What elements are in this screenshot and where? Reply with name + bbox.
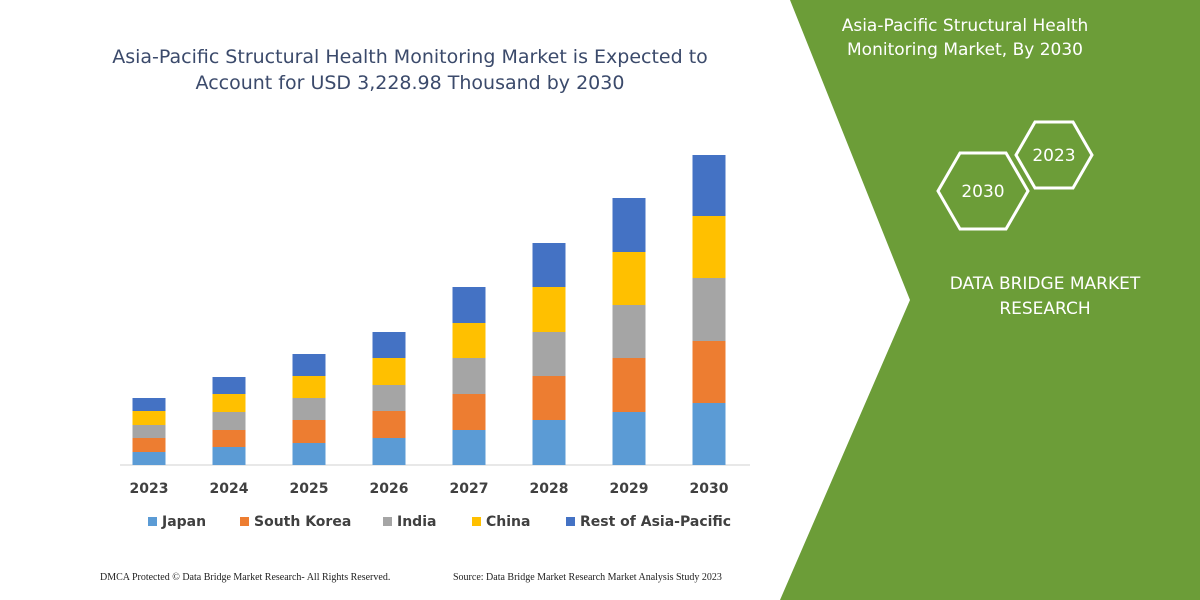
badge-hexagon <box>1014 120 1094 190</box>
legend-swatch <box>383 517 392 526</box>
bar-segment <box>692 216 726 278</box>
bar-segment <box>132 398 166 411</box>
bar-segment <box>452 287 486 323</box>
legend-swatch <box>148 517 157 526</box>
bar-segment <box>612 358 646 412</box>
bar-segment <box>692 341 726 403</box>
x-tick-label: 2027 <box>450 481 489 497</box>
badge-hexagon <box>936 151 1030 231</box>
bar-segment <box>532 332 566 376</box>
bar-segment <box>132 411 166 425</box>
bar-segment <box>292 354 326 376</box>
bar-segment <box>612 252 646 305</box>
legend-label: India <box>397 514 436 530</box>
badge-label: 2030 <box>961 182 1004 202</box>
footer-left: DMCA Protected © Data Bridge Market Rese… <box>100 572 391 583</box>
bar-segment <box>452 430 486 465</box>
bar-segment <box>612 198 646 252</box>
bar-segment <box>132 438 166 452</box>
x-tick-label: 2030 <box>690 481 729 497</box>
bar-segment <box>452 323 486 358</box>
legend-label: Rest of Asia-Pacific <box>580 514 731 530</box>
x-tick-label: 2023 <box>130 481 169 497</box>
x-tick-label: 2024 <box>210 481 249 497</box>
bar-segment <box>692 403 726 465</box>
bar-segment <box>612 305 646 358</box>
bar-segment <box>212 430 246 447</box>
bar-segment <box>372 438 406 465</box>
bar-segment <box>132 452 166 465</box>
brand: DATA BRIDGE MARKET RESEARCH <box>949 274 1141 319</box>
bar-segment <box>532 243 566 287</box>
bar-segment <box>692 155 726 216</box>
legend-swatch <box>472 517 481 526</box>
bar-segment <box>292 376 326 398</box>
x-tick-label: 2029 <box>610 481 649 497</box>
bar-segment <box>612 412 646 465</box>
bar-segment <box>212 412 246 430</box>
panel-title: Asia-Pacific Structural Health Monitorin… <box>841 16 1089 60</box>
bar-segment <box>212 394 246 412</box>
bar-segment <box>372 385 406 411</box>
bar-segment <box>372 332 406 358</box>
bar-segment <box>212 447 246 465</box>
x-tick-label: 2028 <box>530 481 569 497</box>
bar-segment <box>372 411 406 438</box>
legend-swatch <box>566 517 575 526</box>
bar-segment <box>692 278 726 341</box>
bar-segment <box>132 425 166 438</box>
bar-segment <box>292 398 326 420</box>
bar-segment <box>292 443 326 465</box>
bar-segment <box>372 358 406 385</box>
legend-label: South Korea <box>254 514 351 530</box>
x-tick-label: 2026 <box>370 481 409 497</box>
side-panel <box>780 0 1200 600</box>
bar-segment <box>532 376 566 420</box>
chart-title: Asia-Pacific Structural Health Monitorin… <box>112 46 708 94</box>
bar-segment <box>532 420 566 465</box>
bar-segment <box>292 420 326 443</box>
footer-right: Source: Data Bridge Market Research Mark… <box>453 572 722 583</box>
legend-label: China <box>486 514 530 530</box>
legend-label: Japan <box>161 514 206 530</box>
bar-segment <box>212 377 246 394</box>
bar-segment <box>452 394 486 430</box>
badge-label: 2023 <box>1032 146 1075 166</box>
bar-segment <box>532 287 566 332</box>
bar-segment <box>452 358 486 394</box>
legend-swatch <box>240 517 249 526</box>
x-tick-label: 2025 <box>290 481 329 497</box>
